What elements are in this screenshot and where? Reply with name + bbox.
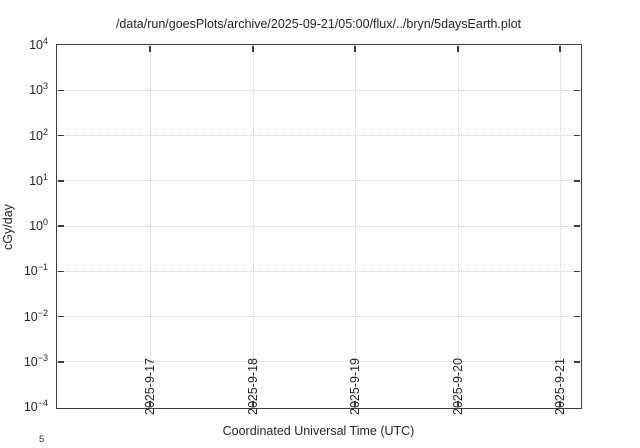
x-tick-label: 2025-9-17 bbox=[142, 358, 157, 415]
y-gridline bbox=[57, 225, 580, 227]
y-tick-exponent: −3 bbox=[37, 352, 48, 363]
y-gridline bbox=[57, 361, 580, 363]
y-tick-exponent: 1 bbox=[42, 171, 48, 182]
y-tick-right bbox=[573, 361, 580, 363]
y-tick-mantissa: 10 bbox=[29, 83, 43, 98]
x-gridline bbox=[354, 45, 356, 407]
y-tick-mantissa: 10 bbox=[29, 128, 43, 143]
y-tick-exponent: −1 bbox=[37, 262, 48, 273]
x-tick-top bbox=[457, 45, 459, 52]
y-tick-mantissa: 10 bbox=[29, 173, 43, 188]
y-tick-label: 10−3 bbox=[4, 353, 48, 371]
y-tick-mantissa: 10 bbox=[23, 309, 38, 324]
y-tick-right bbox=[573, 134, 580, 137]
y-tick-left bbox=[57, 180, 64, 182]
x-tick-bottom bbox=[354, 400, 356, 407]
x-gridline bbox=[559, 45, 561, 407]
y-tick-left bbox=[57, 89, 64, 91]
y-tick-mantissa: 10 bbox=[23, 264, 38, 279]
y-gridline bbox=[57, 180, 580, 182]
x-gridline bbox=[252, 45, 254, 407]
x-tick-top bbox=[252, 45, 254, 52]
x-tick-label: 2025-9-20 bbox=[450, 358, 465, 415]
clipped-label-fragment: 5 bbox=[39, 434, 45, 445]
y-tick-mantissa: 10 bbox=[29, 38, 43, 52]
x-tick-top bbox=[149, 45, 151, 52]
x-tick-bottom bbox=[559, 400, 561, 407]
y-tick-exponent: −2 bbox=[37, 307, 48, 318]
y-tick-exponent: −4 bbox=[37, 397, 48, 408]
y-tick-mantissa: 10 bbox=[29, 219, 43, 233]
y-tick-exponent: 4 bbox=[42, 35, 48, 46]
y-tick-label: 103 bbox=[4, 81, 48, 99]
y-tick-exponent: 2 bbox=[42, 126, 48, 137]
x-tick-bottom bbox=[252, 400, 254, 407]
y-gridline bbox=[57, 270, 580, 272]
y-tick-label: 104 bbox=[4, 36, 48, 54]
y-tick-label: 10−2 bbox=[4, 308, 48, 326]
y-gridline bbox=[57, 135, 580, 136]
y-tick-right bbox=[573, 89, 580, 91]
chart-title: /data/run/goesPlots/archive/2025-09-21/0… bbox=[115, 17, 522, 31]
x-axis-title: Coordinated Universal Time (UTC) bbox=[222, 424, 415, 438]
y-tick-right bbox=[573, 225, 580, 227]
y-tick-label: 101 bbox=[4, 172, 48, 190]
y-tick-right bbox=[573, 315, 580, 318]
x-gridline bbox=[149, 45, 151, 407]
y-tick-label: 102 bbox=[4, 127, 48, 145]
y-tick-label: 10−4 bbox=[4, 398, 48, 416]
y-tick-left bbox=[57, 361, 64, 363]
y-tick-exponent: 3 bbox=[42, 81, 48, 92]
y-tick-label: 100 bbox=[4, 217, 48, 235]
y-gridline bbox=[57, 89, 580, 91]
y-tick-left bbox=[57, 134, 64, 137]
y-gridline bbox=[57, 316, 580, 317]
x-tick-top bbox=[354, 45, 356, 52]
y-tick-left bbox=[57, 315, 64, 318]
y-tick-right bbox=[573, 270, 580, 272]
x-tick-label: 2025-9-21 bbox=[552, 358, 567, 415]
x-tick-top bbox=[559, 45, 561, 52]
y-tick-label: 10−1 bbox=[4, 262, 48, 280]
y-tick-mantissa: 10 bbox=[23, 400, 38, 414]
x-tick-label: 2025-9-19 bbox=[347, 358, 362, 415]
y-tick-right bbox=[573, 180, 580, 182]
x-tick-bottom bbox=[457, 400, 459, 407]
x-gridline bbox=[457, 45, 459, 407]
x-tick-bottom bbox=[149, 400, 151, 407]
x-tick-label: 2025-9-18 bbox=[245, 358, 260, 415]
plot-area-border bbox=[56, 44, 582, 409]
y-tick-left bbox=[57, 225, 64, 227]
y-tick-mantissa: 10 bbox=[23, 354, 38, 369]
y-tick-left bbox=[57, 270, 64, 272]
y-tick-exponent: 0 bbox=[42, 216, 48, 227]
